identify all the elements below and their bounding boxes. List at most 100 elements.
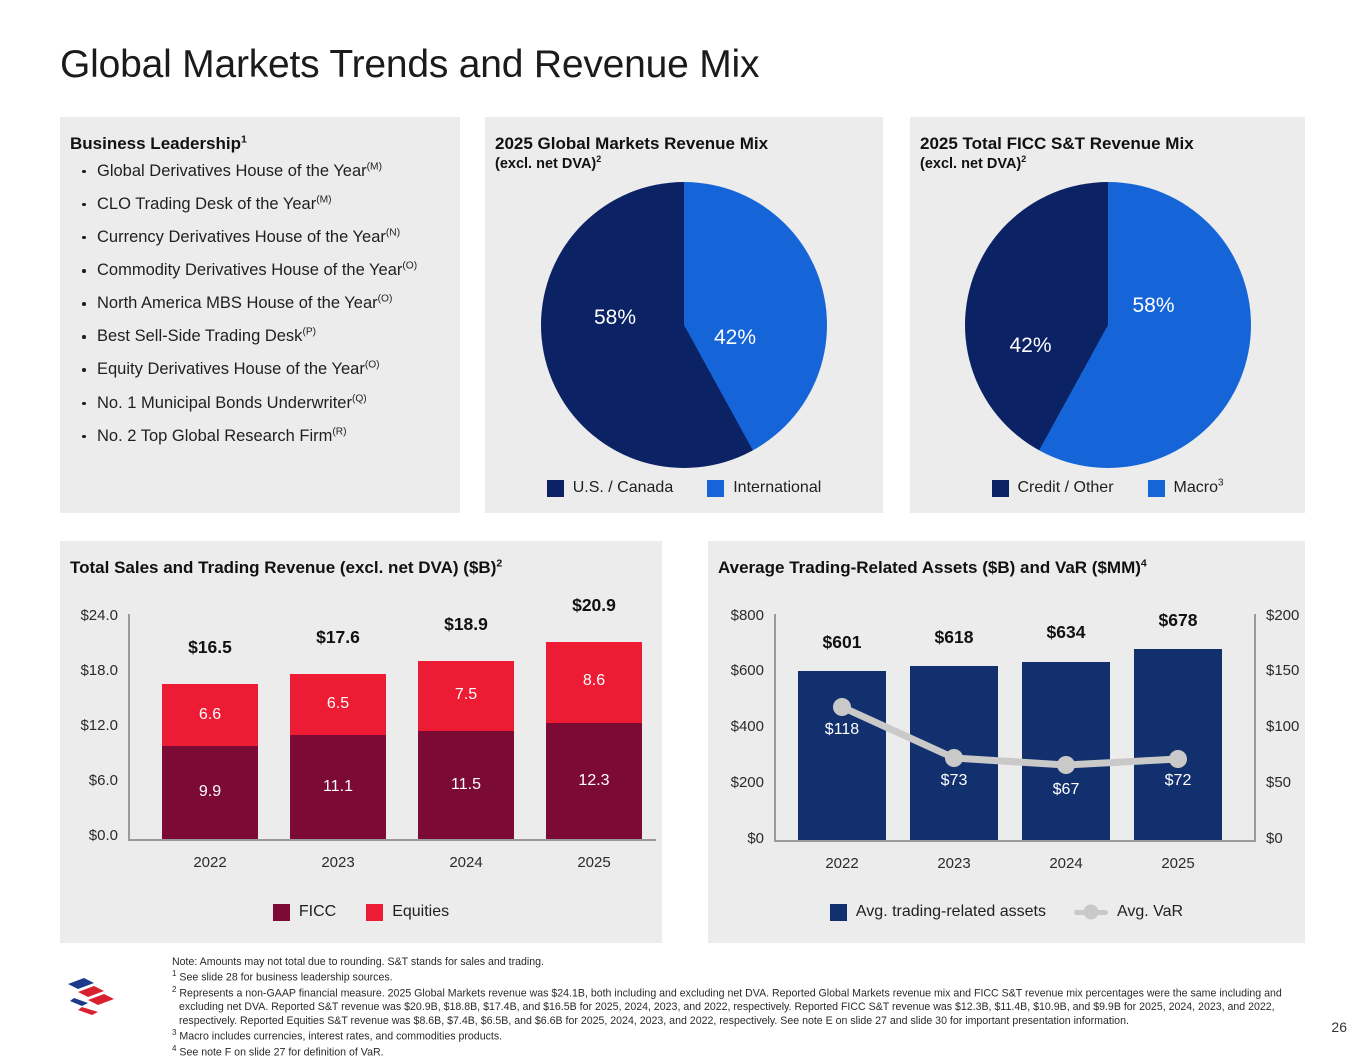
bar-ficc-2022 <box>162 746 258 839</box>
legend-label: Credit / Other <box>1017 479 1114 496</box>
business-leadership-title-text: Business Leadership <box>70 134 242 153</box>
bar-ficc-2025 <box>546 723 642 839</box>
st-chart-legend: FICC Equities <box>60 903 662 921</box>
y-axis-tick: $0 <box>747 830 764 847</box>
y-axis-tick: $6.0 <box>88 772 118 789</box>
y-axis-tick: $800 <box>730 607 764 624</box>
pie-gm-title: 2025 Global Markets Revenue Mix <box>495 134 769 153</box>
x-axis-line <box>128 839 656 841</box>
footnote-marker-1: 1 <box>241 133 247 146</box>
legend-item-international: International <box>707 479 821 497</box>
bar-total-label: $18.9 <box>444 614 488 634</box>
pie-gm-slice-label-us-canada: 58% <box>594 306 637 329</box>
source-marker: (M) <box>316 194 332 206</box>
asset-chart-legend: Avg. trading-related assets Avg. VaR <box>708 903 1305 921</box>
var-point-label-2022: $118 <box>824 721 860 738</box>
footnote-marker: 2 <box>172 984 177 994</box>
var-point-label-2023: $73 <box>940 772 968 789</box>
pie-gm-heading: 2025 Global Markets Revenue Mix (excl. n… <box>495 133 883 173</box>
st-chart-title-text: Total Sales and Trading Revenue (excl. n… <box>70 558 497 577</box>
pie-gm-subtitle-text: (excl. net DVA) <box>495 155 597 172</box>
segment-label-equities-2024: 7.5 <box>454 686 478 703</box>
y-axis-tick: $600 <box>730 662 764 679</box>
y-axis-tick: $24.0 <box>80 607 118 624</box>
footnote-2-cont-2: respectively. Reported Equities S&T reve… <box>179 1015 1129 1028</box>
footnote-text: See slide 28 for business leadership sou… <box>179 971 393 984</box>
list-item-text: Best Sell-Side Trading Desk <box>97 327 303 346</box>
bar-assets-2024 <box>1022 662 1110 840</box>
x-axis-tick: 2024 <box>449 854 483 871</box>
pie-gm-slice-label-international: 42% <box>714 326 757 349</box>
legend-line-marker-icon <box>1073 904 1108 920</box>
list-item-text: Equity Derivatives House of the Year <box>97 360 365 379</box>
x-axis-line <box>774 840 1256 842</box>
source-marker: (O) <box>364 359 380 371</box>
legend-label: Macro3 <box>1173 477 1224 497</box>
bar-value-label: $678 <box>1158 610 1198 630</box>
legend-label: International <box>733 479 822 496</box>
source-marker: (O) <box>402 260 418 272</box>
x-axis-tick: 2023 <box>937 855 971 872</box>
segment-label-ficc-2023: 11.1 <box>323 778 353 795</box>
pie-gm-chart: 58% 42% <box>541 182 827 468</box>
secondary-y-axis-tick: $100 <box>1266 718 1300 735</box>
source-marker: (O) <box>377 293 393 305</box>
pie-ficc-slice-label-credit-other: 42% <box>1009 334 1052 357</box>
pie-gm-legend: U.S. / Canada International <box>485 479 883 497</box>
segment-label-equities-2025: 8.6 <box>582 672 606 689</box>
legend-label: Avg. VaR <box>1116 903 1184 920</box>
list-item: CLO Trading Desk of the Year(M) <box>80 194 448 215</box>
bar-equities-2025 <box>546 642 642 723</box>
footnote-1: 1 See slide 28 for business leadership s… <box>172 969 1292 985</box>
legend-item-ficc: FICC <box>272 903 337 921</box>
sales-trading-revenue-panel: Total Sales and Trading Revenue (excl. n… <box>60 541 662 943</box>
pie-ficc-chart-area: 58% 42% <box>910 179 1305 471</box>
var-point-label-2025: $72 <box>1164 772 1192 789</box>
secondary-y-axis-tick: $200 <box>1266 607 1300 624</box>
source-marker: (Q) <box>351 393 367 405</box>
bar-value-label: $601 <box>822 632 862 652</box>
legend-item-credit-other: Credit / Other <box>991 479 1114 497</box>
footnote-3: 3 Macro includes currencies, interest ra… <box>172 1028 1292 1044</box>
footnotes: Note: Amounts may not total due to round… <box>172 955 1292 1060</box>
legend-swatch-icon <box>1147 479 1165 497</box>
global-markets-revenue-mix-panel: 2025 Global Markets Revenue Mix (excl. n… <box>485 117 883 513</box>
legend-label: FICC <box>298 903 337 920</box>
bar-ficc-2024 <box>418 731 514 839</box>
secondary-y-axis-tick: $50 <box>1266 774 1292 791</box>
footnote-marker-2: 2 <box>496 557 503 570</box>
pie-gm-subtitle: (excl. net DVA)2 <box>495 153 883 173</box>
footnote-4: 4 See note F on slide 27 for definition … <box>172 1044 1292 1060</box>
footnote-marker-4: 4 <box>1140 557 1147 570</box>
st-chart-title: Total Sales and Trading Revenue (excl. n… <box>70 557 662 579</box>
segment-label-ficc-2022: 9.9 <box>198 783 222 800</box>
pie-gm-chart-area: 58% 42% <box>485 179 883 471</box>
pie-ficc-heading: 2025 Total FICC S&T Revenue Mix (excl. n… <box>920 133 1305 173</box>
legend-swatch-icon <box>546 479 564 497</box>
pie-ficc-slice-label-macro: 58% <box>1132 294 1175 317</box>
footnote-marker-2: 2 <box>1021 153 1027 164</box>
x-axis-tick: 2023 <box>321 854 355 871</box>
y-axis-tick: $200 <box>730 774 764 791</box>
list-item-text: North America MBS House of the Year <box>97 294 378 313</box>
legend-label-text: Macro <box>1173 479 1218 496</box>
secondary-y-axis-tick: $0 <box>1266 830 1283 847</box>
footnote-marker-2: 2 <box>596 153 602 164</box>
y-axis-line <box>774 614 776 842</box>
bar-total-label: $20.9 <box>572 595 616 615</box>
footnote-marker-3: 3 <box>1217 477 1224 489</box>
page-number: 26 <box>1331 1019 1347 1035</box>
list-item: No. 2 Top Global Research Firm(R) <box>80 426 448 447</box>
business-leadership-panel: Business Leadership1 Global Derivatives … <box>60 117 460 513</box>
segment-label-ficc-2024: 11.5 <box>451 776 481 793</box>
legend-item-equities: Equities <box>366 903 449 921</box>
source-marker: (R) <box>332 426 347 438</box>
footnote-text: See note F on slide 27 for definition of… <box>179 1046 384 1059</box>
legend-swatch-icon <box>272 903 290 921</box>
legend-swatch-icon <box>991 479 1009 497</box>
bank-logo <box>68 978 114 1015</box>
list-item: North America MBS House of the Year(O) <box>80 293 448 314</box>
business-leadership-list: Global Derivatives House of the Year(M) … <box>60 161 460 447</box>
list-item: Commodity Derivatives House of the Year(… <box>80 260 448 281</box>
